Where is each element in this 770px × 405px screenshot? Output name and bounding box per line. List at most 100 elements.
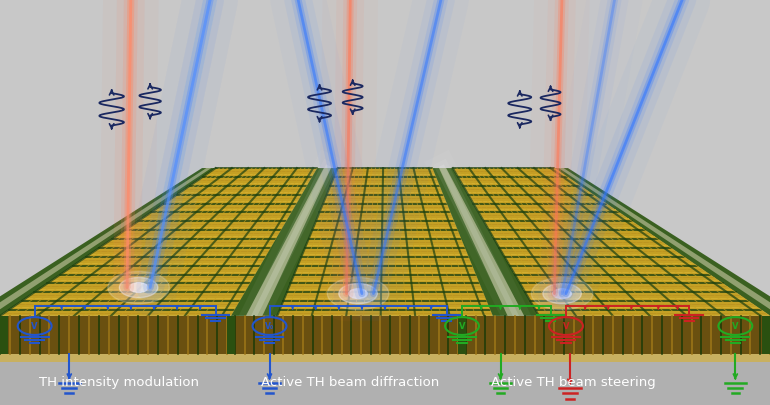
Bar [0,309,770,315]
Polygon shape [0,316,227,354]
Bar [0,354,770,362]
Bar [0,308,770,313]
Bar [0,309,770,315]
Bar [0,309,770,314]
Bar [0,307,770,313]
Bar [0,307,770,313]
Circle shape [129,283,148,292]
Polygon shape [433,168,539,316]
Bar [0,308,770,313]
Polygon shape [559,168,770,316]
Bar [0,308,770,314]
Bar [0,308,770,314]
Circle shape [339,284,377,304]
Bar [0,308,770,314]
Bar [0,308,770,313]
Bar [0,308,770,314]
Bar [0,309,770,315]
Polygon shape [235,316,458,354]
Bar [0,309,770,315]
Bar [0,307,770,312]
Bar [0,309,770,314]
Bar [0,307,770,313]
Bar [0,308,770,314]
Circle shape [531,277,593,310]
Bar [0,316,8,354]
Bar [0,310,770,316]
Polygon shape [554,168,770,316]
Bar [0,309,770,315]
Polygon shape [453,168,770,316]
Bar [0,309,770,315]
Bar [0,306,770,312]
Bar [0,307,770,313]
Bar [0,307,770,313]
Polygon shape [466,316,770,354]
Bar [0,309,770,315]
Bar [0,307,770,313]
Circle shape [119,277,158,298]
Text: Active TH beam steering: Active TH beam steering [491,376,656,389]
Bar [0,308,770,314]
Bar [0,309,770,315]
Text: V: V [732,322,738,330]
Bar [0,307,770,313]
Bar [0,306,770,312]
Bar [0,306,770,312]
Bar [0,307,770,313]
Bar [0,307,770,312]
Bar [0,307,770,313]
Text: TH intensity modulation: TH intensity modulation [39,376,199,389]
Bar [0,308,770,313]
Bar [0,307,770,313]
Bar [0,307,770,312]
Bar [0,309,770,315]
Bar [0,309,770,315]
Text: Active TH beam diffraction: Active TH beam diffraction [261,376,440,389]
Bar [0,309,770,315]
Bar [0,307,770,313]
Bar [0,307,770,313]
Bar [227,316,235,354]
Bar [0,308,770,314]
Bar [0,310,770,315]
Bar [0,307,770,312]
Circle shape [349,289,367,298]
Bar [0,309,770,315]
Text: V₀: V₀ [265,322,274,330]
Bar [0,307,770,313]
Bar [0,307,770,313]
Bar [0,308,770,314]
Polygon shape [0,168,211,316]
Bar [0,309,770,315]
Bar [0,310,770,316]
Bar [458,316,466,354]
Bar [0,308,770,314]
Bar [0,309,770,315]
Bar [0,309,770,314]
Bar [0,306,770,312]
Polygon shape [0,168,216,316]
Bar [0,307,770,313]
Polygon shape [439,168,524,316]
Circle shape [327,277,389,310]
Bar [0,309,770,315]
Bar [762,316,770,354]
Bar [0,310,770,315]
Bar [0,310,770,316]
Bar [0,309,770,314]
Bar [0,308,770,314]
Polygon shape [0,168,317,316]
Text: V: V [563,322,569,330]
Text: V: V [459,322,465,330]
Bar [0,307,770,313]
Bar [0,308,770,314]
Text: V: V [32,322,38,330]
Polygon shape [246,168,331,316]
Bar [0,309,770,315]
Polygon shape [231,168,337,316]
Bar [0,307,770,313]
Circle shape [543,284,581,304]
Bar [0,309,770,315]
Bar [0,307,770,313]
